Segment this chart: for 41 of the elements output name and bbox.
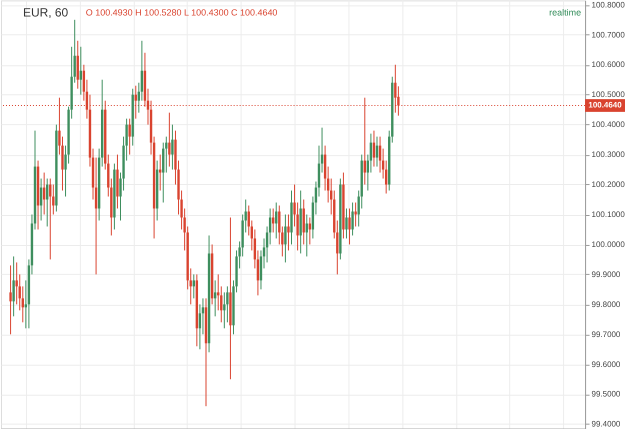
candlestick (128, 118, 131, 156)
y-tick-label: 99.9000 (592, 270, 621, 279)
candlestick (306, 214, 308, 257)
candlestick (40, 178, 42, 221)
candlestick (302, 199, 305, 245)
candlestick (80, 46, 82, 96)
candlestick (354, 202, 357, 227)
y-tick-label: 99.6000 (592, 360, 621, 369)
ref-line-label: 100.4640 (588, 100, 622, 110)
annotation: O 100.4930 H 100.5280 L 100.4300 C 100.4640 (86, 7, 278, 18)
candlestick (46, 178, 48, 227)
candlestick (49, 178, 52, 260)
candlestick (192, 274, 195, 299)
candlestick (272, 208, 274, 233)
y-tick-label: 100.3000 (592, 150, 625, 160)
candlestick (214, 280, 216, 317)
candlestick (42, 172, 46, 215)
candlestick (168, 112, 171, 168)
candlestick (76, 40, 79, 90)
candlestick (275, 202, 278, 239)
candlestick (308, 216, 312, 245)
y-tick-label: 99.5000 (592, 390, 621, 399)
y-tick-label: 99.8000 (592, 300, 621, 309)
y-tick-label: 100.8000 (592, 0, 625, 10)
y-tick-label: 100.0000 (592, 240, 625, 249)
chart-title: EUR, 60 (22, 5, 69, 20)
candlestick (12, 256, 15, 317)
annotation: realtime (549, 7, 582, 18)
candlestick (159, 154, 162, 192)
y-tick-label: 100.1000 (592, 210, 625, 219)
candlestick (284, 214, 287, 263)
y-tick-label: 100.2000 (592, 180, 625, 190)
y-tick-label: 100.7000 (592, 30, 625, 40)
y-tick-label: 100.5000 (592, 90, 625, 100)
y-tick-label: 100.4000 (592, 120, 625, 130)
y-tick-label: 100.6000 (592, 60, 625, 70)
candlestick (9, 264, 12, 335)
candlestick (171, 124, 174, 170)
y-tick-label: 99.7000 (592, 330, 621, 339)
y-tick-label: 99.4000 (592, 420, 621, 429)
candlestick (351, 202, 354, 236)
